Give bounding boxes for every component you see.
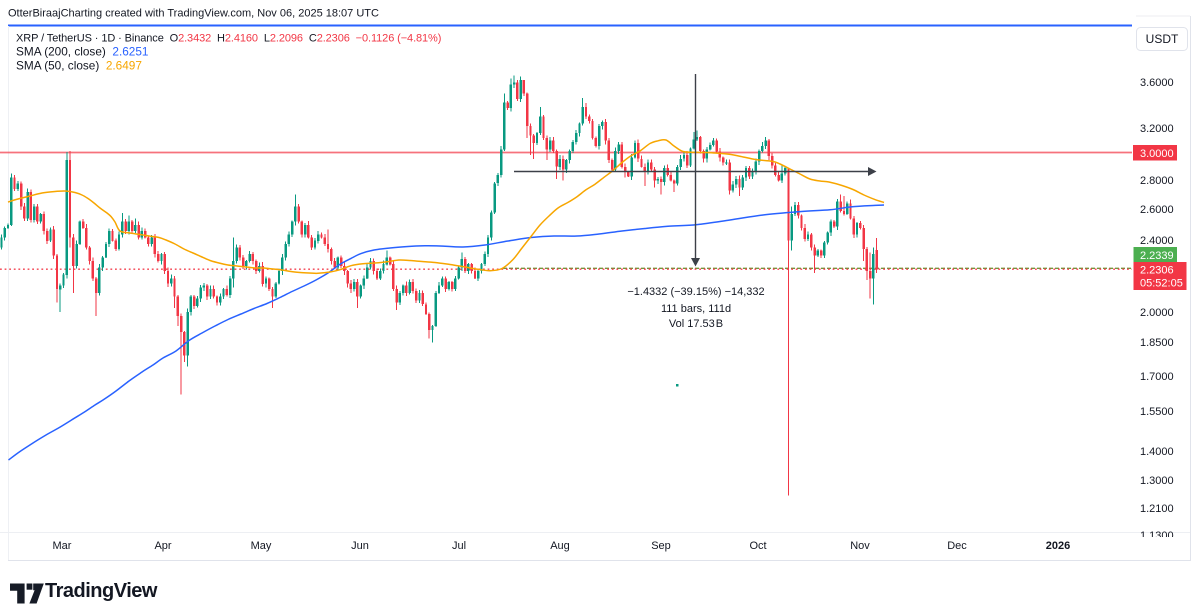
svg-text:1.7000: 1.7000 (1140, 371, 1174, 383)
svg-text:−1.4332 (−39.15%) −14,332: −1.4332 (−39.15%) −14,332 (627, 286, 764, 298)
svg-text:Aug: Aug (550, 540, 570, 552)
svg-text:May: May (251, 540, 272, 552)
svg-text:1.3000: 1.3000 (1140, 475, 1174, 487)
svg-text:2.0000: 2.0000 (1140, 307, 1174, 319)
svg-text:1.8500: 1.8500 (1140, 337, 1174, 349)
svg-text:05:52:05: 05:52:05 (1140, 278, 1183, 290)
svg-text:TradingView: TradingView (45, 580, 158, 602)
svg-text:1.5500: 1.5500 (1140, 406, 1174, 418)
svg-text:3.2000: 3.2000 (1140, 123, 1174, 135)
svg-text:Nov: Nov (850, 540, 870, 552)
svg-text:2.6000: 2.6000 (1140, 204, 1174, 216)
svg-text:Jul: Jul (452, 540, 466, 552)
svg-text:2.2306: 2.2306 (1140, 265, 1174, 277)
svg-text:3.6000: 3.6000 (1140, 77, 1174, 89)
svg-text:2.8000: 2.8000 (1140, 175, 1174, 187)
svg-text:Apr: Apr (154, 540, 171, 552)
svg-text:3.0000: 3.0000 (1140, 148, 1174, 160)
svg-text:XRP / TetherUS · 1D · Binance: XRP / TetherUS · 1D · Binance O2.3432 H2… (16, 33, 441, 45)
svg-text:2.2339: 2.2339 (1140, 250, 1174, 262)
svg-text:Vol 17.53 B: Vol 17.53 B (669, 318, 723, 330)
svg-text:Mar: Mar (53, 540, 72, 552)
svg-text:SMA (200, close) 2.6251: SMA (200, close) 2.6251 (16, 45, 148, 59)
svg-text:USDT: USDT (1146, 32, 1179, 46)
svg-text:Dec: Dec (947, 540, 967, 552)
svg-text:OtterBiraajCharting created wi: OtterBiraajCharting created with Trading… (8, 8, 379, 20)
svg-text:Sep: Sep (651, 540, 671, 552)
svg-text:SMA (50, close) 2.6497: SMA (50, close) 2.6497 (16, 59, 142, 73)
svg-text:2.4000: 2.4000 (1140, 235, 1174, 247)
svg-text:2026: 2026 (1046, 540, 1070, 552)
svg-text:1.4000: 1.4000 (1140, 446, 1174, 458)
svg-text:Oct: Oct (749, 540, 766, 552)
svg-text:1.1300: 1.1300 (1140, 530, 1174, 542)
svg-text:111 bars, 111d: 111 bars, 111d (661, 303, 731, 315)
svg-text:Jun: Jun (351, 540, 369, 552)
svg-text:1.2100: 1.2100 (1140, 503, 1174, 515)
